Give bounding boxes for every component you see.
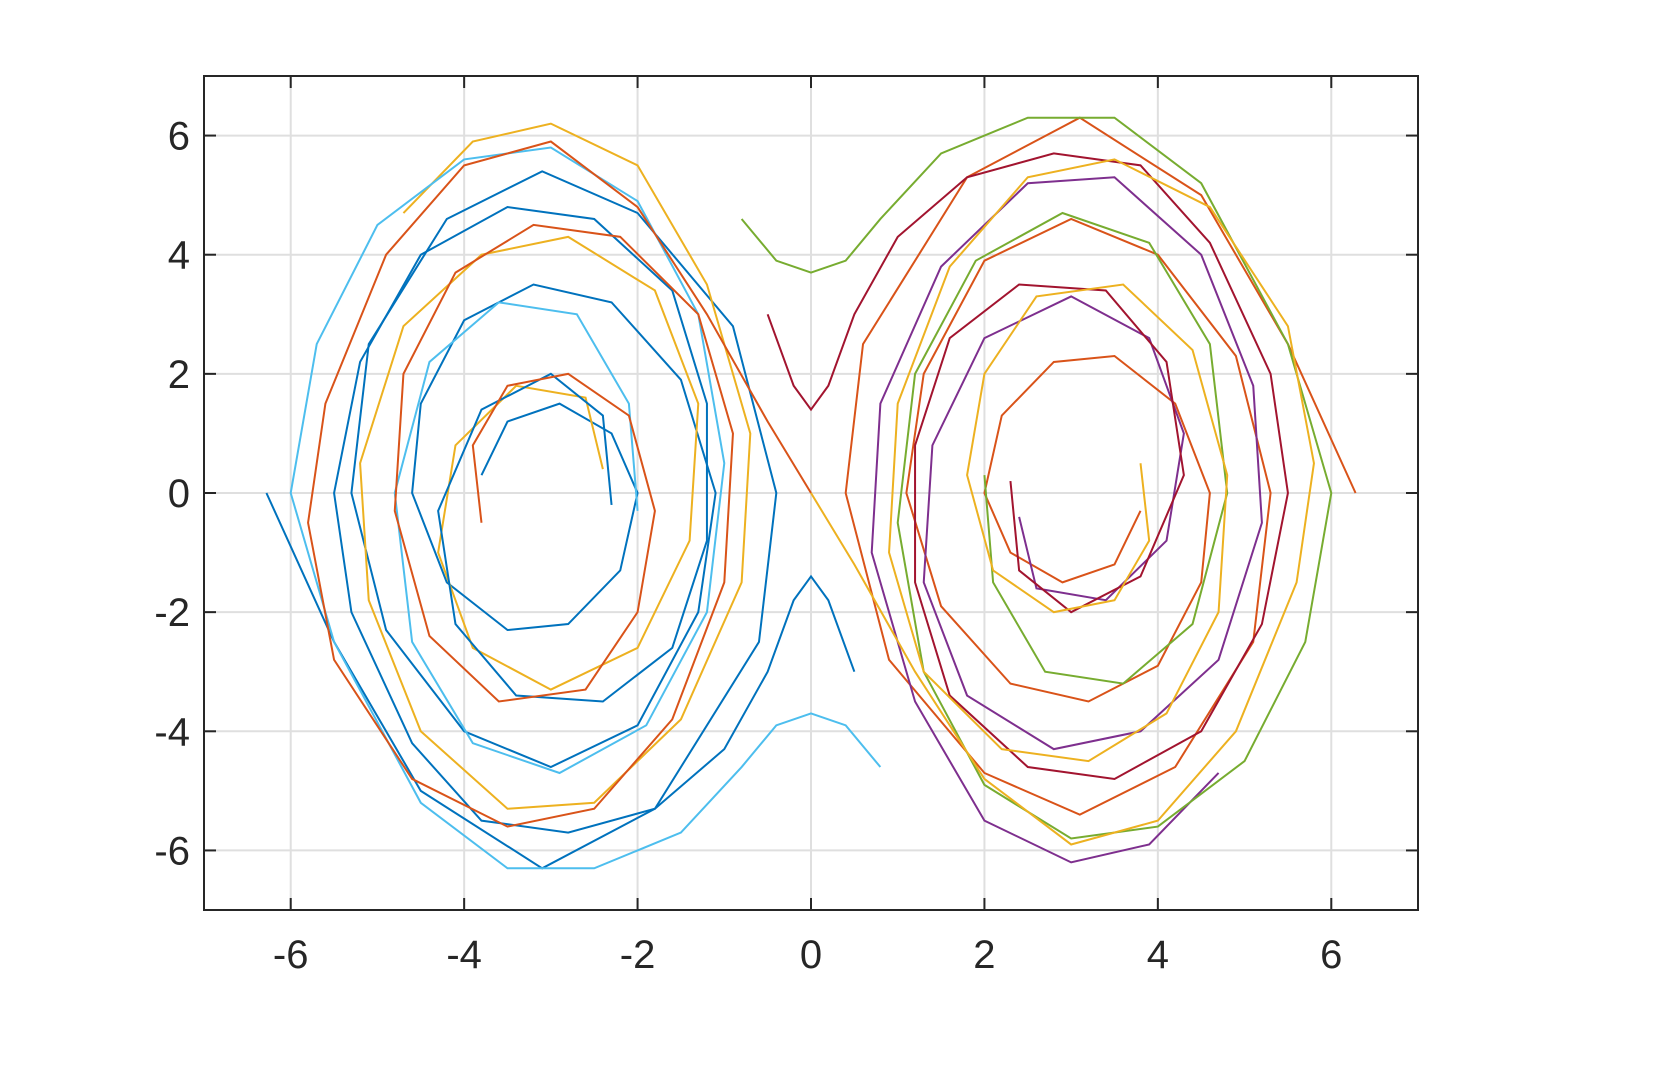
- trajectory: [844, 116, 1357, 816]
- y-tick-label: 0: [168, 472, 190, 516]
- x-tick-label: 6: [1320, 933, 1342, 977]
- x-tick-label: -6: [273, 933, 309, 977]
- y-tick-label: -4: [154, 710, 190, 754]
- x-tick-label: -4: [446, 933, 482, 977]
- y-tick-label: 4: [168, 234, 190, 278]
- x-tick-label: 0: [800, 933, 822, 977]
- trajectory: [265, 170, 778, 870]
- trajectory: [307, 140, 812, 828]
- y-tick-label: -6: [154, 829, 190, 873]
- trajectory: [810, 158, 1315, 846]
- y-tick-label: 6: [168, 115, 190, 159]
- y-tick-label: -2: [154, 591, 190, 635]
- y-tick-label: 2: [168, 353, 190, 397]
- trajectory: [289, 146, 882, 870]
- x-tick-label: -2: [620, 933, 656, 977]
- trajectory: [740, 116, 1333, 840]
- trajectory: [766, 152, 1289, 780]
- x-tick-label: 2: [973, 933, 995, 977]
- x-tick-label: 4: [1147, 933, 1169, 977]
- trajectory: [333, 206, 856, 834]
